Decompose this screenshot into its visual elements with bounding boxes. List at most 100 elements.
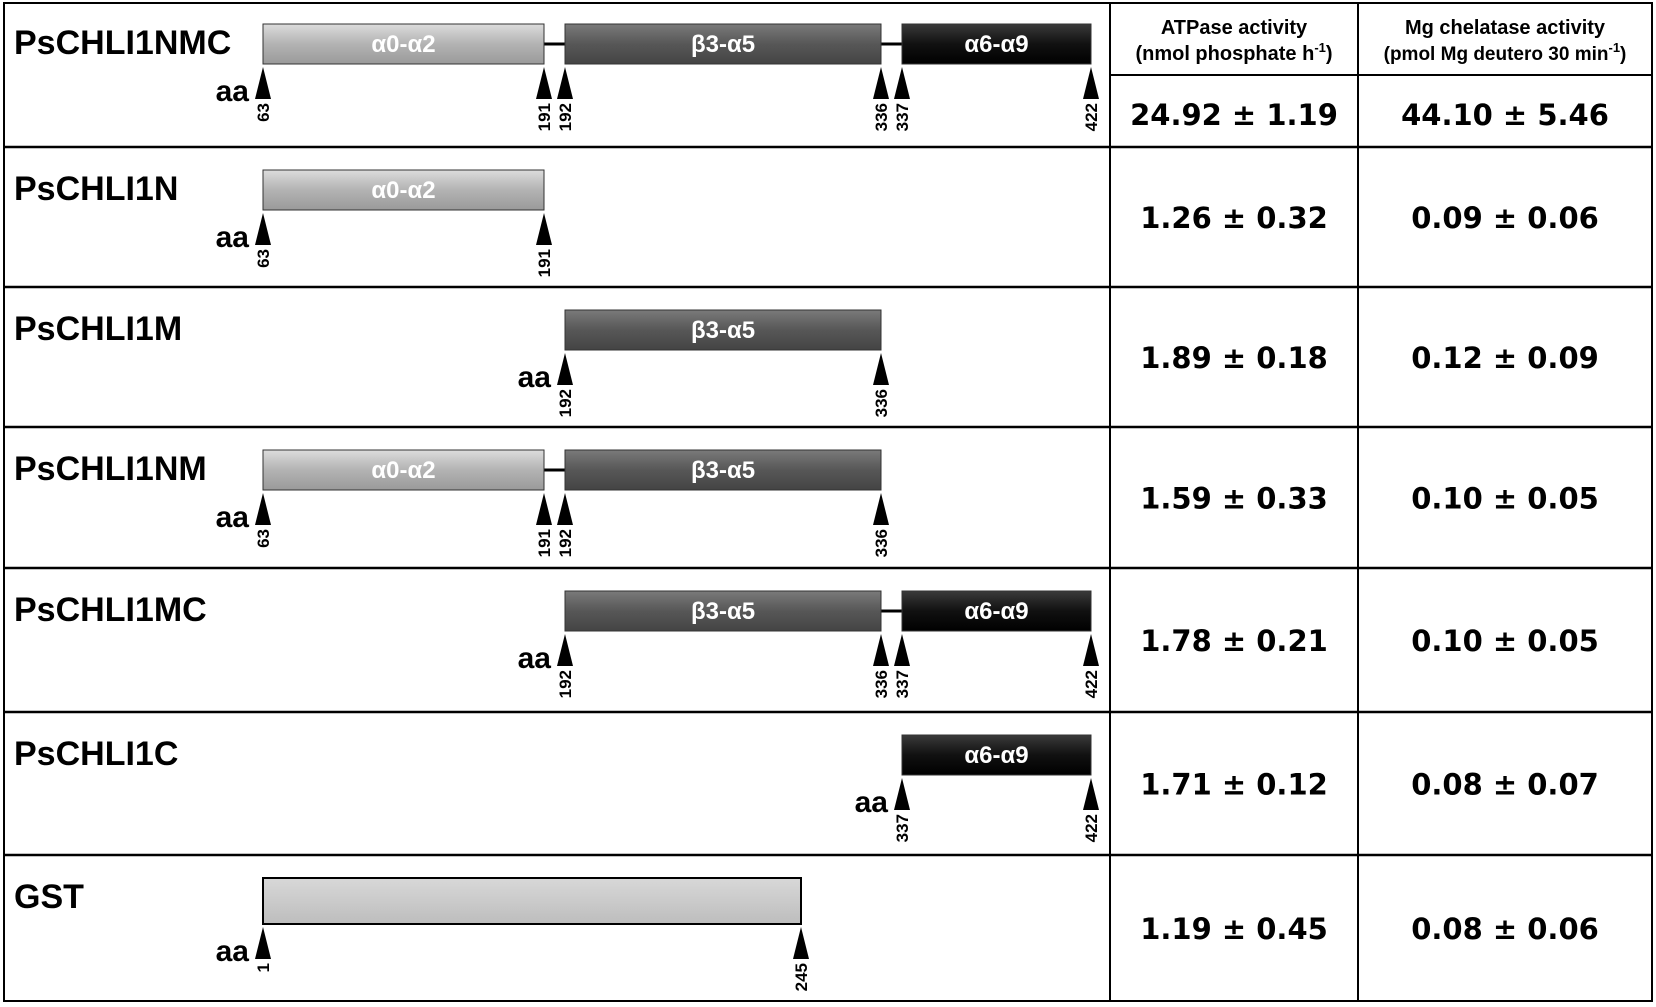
residue-arrow [873, 634, 889, 666]
domain-label: α6-α9 [964, 31, 1028, 58]
aa-label: aa [216, 75, 250, 108]
mgchelatase-value: 0.08 ± 0.07 [1411, 768, 1599, 802]
domain-label: α6-α9 [964, 598, 1028, 625]
residue-arrow [1083, 778, 1099, 810]
atpase-value: 1.78 ± 0.21 [1140, 624, 1328, 658]
residue-arrow [894, 634, 910, 666]
domain-label: β3-α5 [691, 31, 755, 58]
mgchelatase-value: 0.12 ± 0.09 [1411, 341, 1599, 375]
aa-label: aa [216, 935, 250, 968]
mgchelatase-value: 0.10 ± 0.05 [1411, 624, 1599, 658]
construct-row: PsCHLI1M β3-α5 192 336 aa 1.89 ± 0.18 0.12 ± 0… [14, 309, 1599, 417]
aa-label: aa [216, 221, 250, 254]
construct-name: PsCHLI1MC [14, 591, 207, 629]
atpase-value: 1.89 ± 0.18 [1140, 341, 1328, 375]
atpase-value: 1.19 ± 0.45 [1140, 912, 1328, 946]
residue-arrow [793, 927, 809, 959]
construct-row: GST 1 245 aa 1.19 ± 0.45 0.08 ± 0.06 [14, 877, 1599, 991]
residue-number: 191 [535, 529, 554, 557]
domain-bar-m [564, 449, 882, 491]
domain-bar-n [262, 23, 545, 65]
residue-number: 1 [254, 963, 273, 972]
residue-number: 63 [254, 529, 273, 548]
residue-number: 192 [556, 670, 575, 698]
mgchelatase-header-line2: (pmol Mg deutero 30 min-1) [1384, 40, 1627, 65]
mgchelatase-value: 0.10 ± 0.05 [1411, 482, 1599, 516]
aa-label: aa [518, 642, 552, 675]
residue-arrow [536, 493, 552, 525]
domain-bar-n [262, 449, 545, 491]
construct-row: PsCHLI1NM α0-α2 β3-α5 63 191 192 336 aa 1.59 ± 0… [14, 449, 1599, 557]
residue-number: 337 [893, 670, 912, 698]
domain-label: β3-α5 [691, 317, 755, 344]
residue-arrow [557, 634, 573, 666]
residue-number: 422 [1082, 814, 1101, 842]
domain-label: α0-α2 [371, 177, 435, 204]
residue-arrow [557, 67, 573, 99]
domain-bar-c [901, 734, 1092, 776]
residue-number: 337 [893, 814, 912, 842]
domain-bar-gst [262, 877, 802, 925]
aa-label: aa [518, 361, 552, 394]
residue-arrow [894, 778, 910, 810]
residue-arrow [894, 67, 910, 99]
domain-bar-c [901, 590, 1092, 632]
row-dividers [4, 145, 1652, 857]
residue-number: 63 [254, 249, 273, 268]
domain-bar-c [901, 23, 1092, 65]
construct-row: PsCHLI1MC β3-α5 α6-α9 192 336 337 422 aa 1.78 ± … [14, 590, 1599, 698]
atpase-header-line1: ATPase activity [1161, 17, 1308, 39]
residue-arrow [873, 67, 889, 99]
residue-arrow [1083, 634, 1099, 666]
atpase-value: 1.59 ± 0.33 [1140, 482, 1328, 516]
residue-number: 245 [792, 963, 811, 991]
mgchelatase-header-line1: Mg chelatase activity [1405, 17, 1606, 39]
mgchelatase-value: 0.09 ± 0.06 [1411, 201, 1599, 235]
residue-arrow [255, 213, 271, 245]
residue-number: 336 [872, 529, 891, 557]
residue-number: 336 [872, 389, 891, 417]
residue-arrow [557, 493, 573, 525]
domain-label: β3-α5 [691, 598, 755, 625]
residue-number: 63 [254, 103, 273, 122]
domain-bar-m [564, 23, 882, 65]
construct-row: PsCHLI1C α6-α9 337 422 aa 1.71 ± 0.12 0.08 ± 0… [14, 734, 1599, 842]
construct-name: PsCHLI1M [14, 310, 182, 348]
construct-name: PsCHLI1NM [14, 450, 207, 488]
residue-arrow [557, 353, 573, 385]
residue-number: 337 [893, 103, 912, 131]
domain-bar-n [262, 169, 545, 211]
atpase-header-line2: (nmol phosphate h-1) [1135, 40, 1332, 65]
domain-label: α0-α2 [371, 31, 435, 58]
mgchelatase-value: 44.10 ± 5.46 [1401, 98, 1609, 132]
construct-row: PsCHLI1N α0-α2 63 191 aa 1.26 ± 0.32 0.09 ± 0.… [14, 169, 1599, 277]
construct-name: PsCHLI1C [14, 735, 178, 773]
residue-arrow [536, 67, 552, 99]
residue-arrow [255, 67, 271, 99]
column-headers: ATPase activity (nmol phosphate h-1) Mg … [1135, 17, 1626, 65]
aa-label: aa [855, 786, 889, 819]
table-frame [3, 2, 1653, 1002]
domain-label: α0-α2 [371, 457, 435, 484]
residue-arrow [255, 927, 271, 959]
construct-name: PsCHLI1NMC [14, 24, 231, 62]
residue-arrow [255, 493, 271, 525]
atpase-value: 1.26 ± 0.32 [1140, 201, 1328, 235]
domain-label: α6-α9 [964, 742, 1028, 769]
residue-arrow [536, 213, 552, 245]
atpase-value: 1.71 ± 0.12 [1140, 768, 1328, 802]
residue-number: 336 [872, 670, 891, 698]
construct-row: PsCHLI1NMC α0-α2 β3-α5 α6-α9 63 191 192 336 337 4… [14, 23, 1609, 132]
residue-number: 192 [556, 389, 575, 417]
residue-arrow [873, 493, 889, 525]
residue-number: 192 [556, 103, 575, 131]
mgchelatase-value: 0.08 ± 0.06 [1411, 912, 1599, 946]
construct-name: GST [14, 878, 84, 916]
residue-number: 336 [872, 103, 891, 131]
residue-number: 422 [1082, 103, 1101, 131]
residue-number: 422 [1082, 670, 1101, 698]
atpase-value: 24.92 ± 1.19 [1130, 98, 1338, 132]
domain-bar-m [564, 590, 882, 632]
domain-label: β3-α5 [691, 457, 755, 484]
